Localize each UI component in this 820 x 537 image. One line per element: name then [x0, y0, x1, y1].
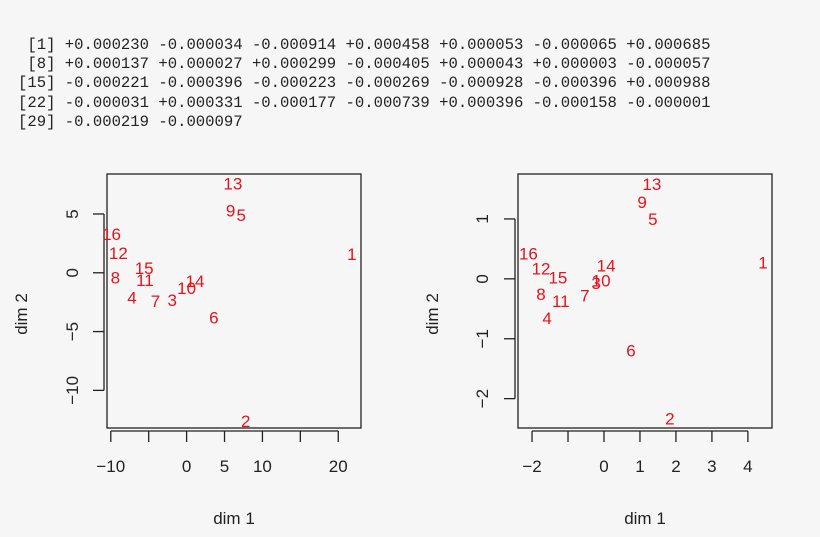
y-tick-label: 1 [473, 214, 492, 223]
y-tick-label: −1 [473, 329, 492, 348]
x-axis: −2 0 1 2 3 4 [522, 430, 753, 476]
plot-frame [106, 173, 362, 429]
point-label: 10 [592, 272, 611, 291]
x-tick-label: 1 [635, 457, 644, 476]
point-label: 2 [665, 409, 674, 428]
point-label: 12 [532, 260, 551, 279]
y-tick-label: 0 [473, 274, 492, 283]
x-axis-title: dim 1 [213, 509, 255, 528]
console-line: [8] +0.000137 +0.000027 +0.000299 -0.000… [18, 55, 711, 74]
x-axis: −10 0 5 10 20 [96, 430, 348, 476]
x-tick-label: 20 [329, 457, 348, 476]
point-label: 1 [347, 245, 356, 264]
point-label: 5 [648, 210, 657, 229]
point-label: 13 [223, 174, 242, 193]
point-label: 7 [151, 292, 160, 311]
point-label: 15 [135, 259, 154, 278]
point-label: 4 [127, 288, 136, 307]
console-line: [29] -0.000219 -0.000097 [18, 112, 243, 131]
y-axis: −10 −5 0 5 [63, 209, 105, 405]
x-tick-label: 2 [671, 457, 680, 476]
x-tick-label: 0 [182, 457, 191, 476]
point-label: 6 [626, 342, 635, 361]
y-axis-title: dim 2 [423, 293, 442, 335]
point-label: 7 [580, 287, 589, 306]
point-label: 16 [519, 245, 538, 264]
point-label: 2 [241, 412, 250, 431]
y-tick-label: −10 [63, 376, 82, 405]
y-tick-label: −2 [473, 389, 492, 408]
point-label: 11 [136, 271, 154, 290]
y-tick-label: 5 [63, 209, 82, 218]
x-tick-label: 0 [599, 457, 608, 476]
y-axis-title: dim 2 [12, 293, 31, 335]
point-label: 10 [177, 279, 196, 298]
point-label: 13 [642, 175, 661, 194]
x-tick-label: 3 [707, 457, 716, 476]
point-label: 3 [167, 291, 176, 310]
console-line: [22] -0.000031 +0.000331 -0.000177 -0.00… [18, 93, 711, 112]
point-label: 8 [536, 285, 545, 304]
point-label: 8 [111, 268, 120, 287]
point-label: 1 [758, 254, 767, 273]
x-tick-label: 4 [743, 457, 752, 476]
point-label: 14 [185, 272, 204, 291]
point-label: 9 [226, 201, 235, 220]
y-tick-label: 0 [63, 268, 82, 277]
x-axis-title: dim 1 [624, 509, 666, 528]
point-label: 3 [591, 274, 600, 293]
console-line: [1] +0.000230 -0.000034 -0.000914 +0.000… [18, 36, 711, 54]
point-label: 11 [552, 292, 570, 311]
y-tick-label: −5 [63, 322, 82, 341]
console-line: [15] -0.000221 -0.000396 -0.000223 -0.00… [18, 74, 711, 93]
point-label: 5 [236, 206, 245, 225]
point-label: 6 [209, 308, 218, 327]
point-label: 14 [597, 257, 616, 276]
point-label: 12 [109, 244, 128, 263]
plot-frame [517, 173, 773, 429]
x-tick-label: −10 [96, 457, 125, 476]
x-tick-label: 10 [253, 457, 272, 476]
x-tick-label: −2 [522, 457, 541, 476]
point-label: 9 [637, 193, 646, 212]
point-label: 16 [102, 225, 121, 244]
point-label: 4 [542, 309, 551, 328]
point-label: 15 [548, 269, 567, 288]
console-output: [1] +0.000230 -0.000034 -0.000914 +0.000… [18, 36, 710, 132]
y-axis: −2 −1 0 1 [473, 214, 516, 408]
x-tick-label: 5 [220, 457, 229, 476]
